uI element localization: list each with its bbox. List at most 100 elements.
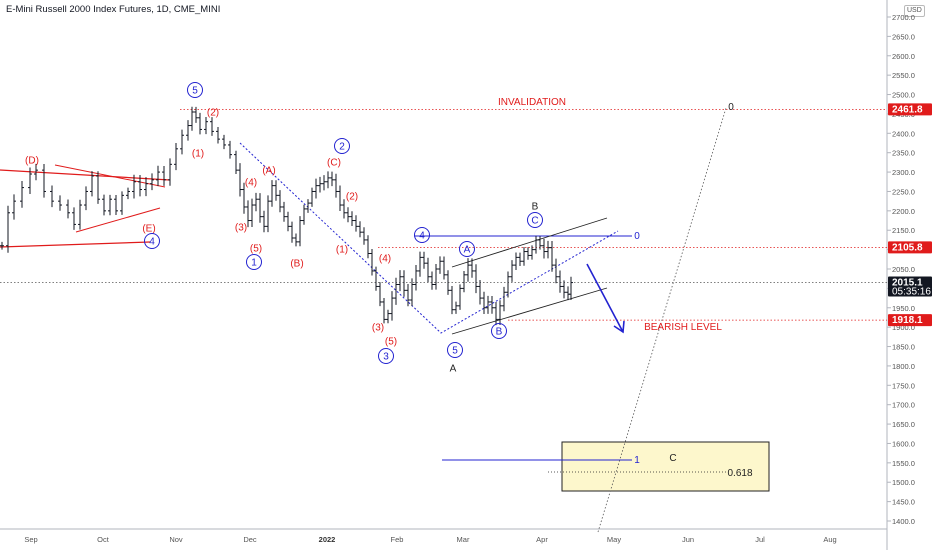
wave-label: (5) [385,337,397,348]
wave-label-circle [447,342,463,358]
annotation-label: BEARISH LEVEL [644,322,722,333]
x-tick-label: Feb [391,535,404,544]
x-tick-label: Oct [97,535,110,544]
x-tick-label: Mar [457,535,470,544]
wave-label: (D) [25,156,39,167]
y-tick-label: 1650.0 [892,420,915,429]
price-label-text: 2461.8 [892,104,923,115]
y-tick-label: 2200.0 [892,207,915,216]
y-tick-label: 2600.0 [892,52,915,61]
y-tick-label: 2550.0 [892,71,915,80]
wave-label: (2) [207,108,219,119]
x-tick-label: Jun [682,535,694,544]
y-tick-label: 2500.0 [892,91,915,100]
y-tick-label: 2150.0 [892,226,915,235]
wave-label: (1) [192,149,204,160]
wave-label: B [532,202,539,213]
wave-label-circle [491,323,507,339]
wave-label-circle [459,241,475,257]
wave-label-circle [378,348,394,364]
projection-line [597,107,727,533]
y-tick-label: 2700.0 [892,13,915,22]
channel-line-lower [451,287,608,335]
annotation-label: 0 [634,231,640,242]
price-label-box [888,276,932,297]
wave-label-circle [144,233,160,249]
x-tick-label: May [607,535,621,544]
wave-label: A [464,245,471,256]
price-labels-layer: 2461.8 2105.8 2015.105:35:16 1918.1 [888,103,932,327]
wave-label: (3) [235,223,247,234]
triangle-line-inner-upper [54,164,166,188]
wave-label: (4) [379,254,391,265]
annotation-label: INVALIDATION [498,97,566,108]
wave-label: 4 [419,231,425,242]
price-label-text: 1918.1 [892,315,923,326]
wave-label: (5) [250,244,262,255]
triangle-line-lower [0,241,151,248]
y-tick-label: 1700.0 [892,401,915,410]
wave-label: 2 [339,142,345,153]
x-tick-label: Apr [536,535,548,544]
wave-label-circle [414,227,430,243]
wave-label: (4) [245,178,257,189]
y-tick-label: 1900.0 [892,323,915,332]
wave-label-circle [527,212,543,228]
annotation-label: 1 [634,455,640,466]
countdown-label: 05:35:16 [892,287,931,298]
wave-label: (B) [290,259,303,270]
y-tick-label: 2300.0 [892,168,915,177]
wave-label: (E) [142,224,155,235]
x-tick-label: Aug [823,535,836,544]
wave-label: 5 [192,86,198,97]
y-tick-label: 1950.0 [892,304,915,313]
wave-label: 4 [149,237,155,248]
y-tick-label: 1400.0 [892,517,915,526]
x-tick-label: 2022 [319,535,336,544]
wave-label: B [496,327,503,338]
wave-label-circle [187,82,203,98]
wave-label: (3) [372,323,384,334]
chart-title: E-Mini Russell 2000 Index Futures, 1D, C… [6,4,221,15]
x-tick-label: Nov [169,535,183,544]
y-tick-label: 1750.0 [892,381,915,390]
x-tick-label: Jul [755,535,765,544]
y-tick-label: 1450.0 [892,498,915,507]
triangle-line-upper [0,169,171,181]
annotation-label: 0.618 [727,468,752,479]
channel-line-upper [451,217,608,268]
wave-label: 3 [383,352,389,363]
y-tick-label: 2250.0 [892,187,915,196]
x-tick-label: Sep [24,535,37,544]
price-bars [0,106,573,326]
bearish-arrow-head [613,320,625,334]
y-tick-label: 1800.0 [892,362,915,371]
y-tick-label: 2650.0 [892,32,915,41]
wave-label: (2) [346,192,358,203]
wave-label: (A) [262,166,275,177]
y-tick-label: 1850.0 [892,343,915,352]
y-tick-label: 2400.0 [892,129,915,138]
wave-label: 5 [452,346,458,357]
wave-label-circle [246,254,262,270]
annotation-label: C [669,453,676,464]
x-tick-label: Dec [243,535,257,544]
y-tick-label: 2050.0 [892,265,915,274]
wave-label: 1 [251,258,257,269]
drawings-layer [0,107,887,533]
price-label-box [888,314,932,327]
wave-label: C [531,216,538,227]
price-label-box [888,103,932,116]
y-tick-label: 1550.0 [892,459,915,468]
currency-button[interactable]: USD [904,5,925,17]
annotation-label: 0 [728,102,734,113]
price-label-box [888,241,932,254]
price-label-text: 2015.1 [892,278,923,289]
wave-label: (C) [327,158,341,169]
wave-labels-layer: INVALIDATION BEARISH LEVEL 0.618 C 0 1 0 (D) (E)… [25,82,753,479]
wave-label: (1) [336,245,348,256]
y-tick-label: 1600.0 [892,439,915,448]
price-label-text: 2105.8 [892,242,923,253]
